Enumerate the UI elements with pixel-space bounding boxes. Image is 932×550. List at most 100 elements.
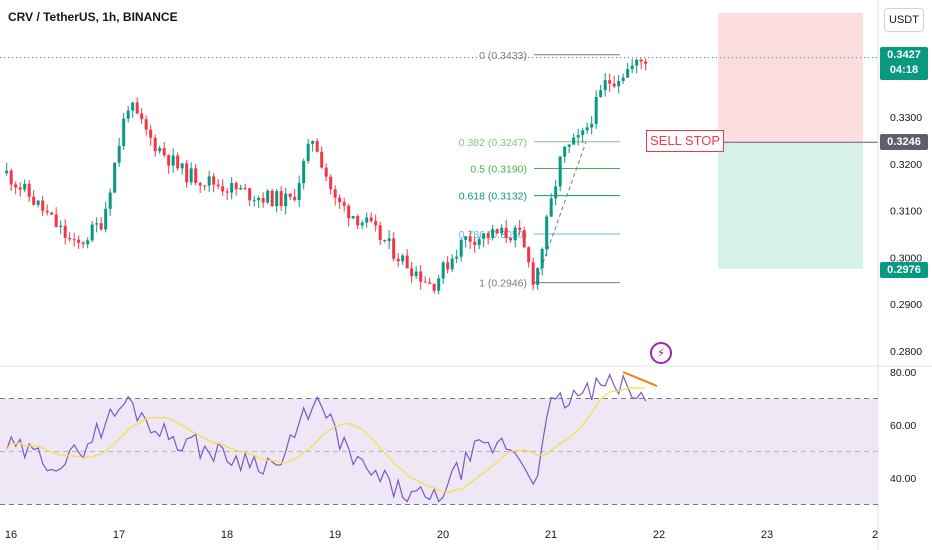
candle-up xyxy=(95,223,99,225)
candle-up xyxy=(122,118,126,147)
candle-up xyxy=(351,215,355,219)
take-profit-zone[interactable] xyxy=(718,142,863,269)
candle-down xyxy=(216,184,220,187)
target-price-tag: 0.2976 xyxy=(880,262,928,278)
candle-down xyxy=(612,83,616,87)
candle-down xyxy=(486,233,490,238)
fib-trend-line[interactable] xyxy=(535,141,587,283)
lightning-alert-icon[interactable]: ⚡ xyxy=(650,342,672,364)
candle-down xyxy=(369,217,373,222)
candle-down xyxy=(194,168,198,183)
stop-loss-zone[interactable] xyxy=(718,13,863,143)
candle-up xyxy=(617,80,621,87)
candle-down xyxy=(81,242,85,245)
rsi-axis-label: 40.00 xyxy=(890,473,916,485)
current-price-tag: 0.3427 04:18 xyxy=(880,47,928,80)
fib-level-label: 0 (0.3433) xyxy=(479,50,527,62)
candle-down xyxy=(9,170,13,185)
candle-up xyxy=(491,229,495,238)
candle-up xyxy=(387,238,391,242)
candle-down xyxy=(54,214,58,227)
rsi-axis-label: 80.00 xyxy=(890,367,916,379)
candle-down xyxy=(50,212,54,215)
candle-down xyxy=(162,148,166,156)
candle-up xyxy=(590,123,594,128)
candle-up xyxy=(621,77,625,81)
candle-up xyxy=(558,156,562,187)
rsi-ma-line xyxy=(6,386,646,493)
candle-up xyxy=(567,144,571,147)
time-axis-label: 23 xyxy=(761,529,773,541)
candle-up xyxy=(554,186,558,199)
rsi-divergence-line[interactable] xyxy=(622,371,658,387)
fib-level-label: 1 (0.2946) xyxy=(479,278,527,290)
candle-up xyxy=(459,239,463,257)
rsi-line xyxy=(6,372,647,503)
candle-down xyxy=(522,229,526,248)
candle-up xyxy=(297,183,301,201)
candle-down xyxy=(176,155,180,169)
candle-up xyxy=(450,258,454,270)
symbol-title[interactable]: CRV / TetherUS, 1h, BINANCE xyxy=(8,10,178,24)
candle-down xyxy=(531,262,535,285)
candle-down xyxy=(288,193,292,197)
price-axis-label: 0.3000 xyxy=(890,252,922,264)
candle-down xyxy=(140,113,144,120)
candle-up xyxy=(158,148,162,152)
candle-down xyxy=(509,237,513,241)
time-axis-label: 19 xyxy=(329,529,341,541)
candle-up xyxy=(549,198,553,217)
candle-up xyxy=(603,80,607,91)
candle-up xyxy=(23,183,27,190)
candle-down xyxy=(396,258,400,262)
candle-down xyxy=(315,140,319,152)
position-zones[interactable] xyxy=(718,13,878,269)
candle-down xyxy=(270,190,274,207)
candle-down xyxy=(279,191,283,207)
bar-countdown: 04:18 xyxy=(889,64,919,76)
candle-up xyxy=(437,278,441,291)
candle-up xyxy=(117,146,121,163)
candle-up xyxy=(252,200,256,202)
fibonacci-retracement[interactable]: 0 (0.3433) 0.382 (0.3247) 0.5 (0.3190) 0.61… xyxy=(459,50,620,290)
candle-up xyxy=(441,262,445,279)
candle-down xyxy=(423,281,427,283)
time-axis-label: 20 xyxy=(437,529,449,541)
candle-down xyxy=(185,163,189,183)
candle-up xyxy=(113,162,117,193)
candle-down xyxy=(644,61,648,64)
candle-up xyxy=(599,90,603,97)
candle-down xyxy=(518,227,522,230)
rsi-pane[interactable] xyxy=(0,371,878,505)
candle-up xyxy=(104,208,108,230)
candle-up xyxy=(189,168,193,183)
candle-down xyxy=(234,183,238,190)
candle-down xyxy=(338,197,342,203)
candle-down xyxy=(198,182,202,186)
candle-down xyxy=(446,262,450,270)
candle-up xyxy=(594,96,598,124)
candle-up xyxy=(306,143,310,162)
axes: 0.3300 0.3200 0.3100 0.3000 0.2900 0.2800 80.0… xyxy=(5,112,922,541)
candle-down xyxy=(221,186,225,192)
candle-up xyxy=(180,163,184,169)
candle-up xyxy=(563,146,567,157)
price-axis-label: 0.2900 xyxy=(890,299,922,311)
candle-up xyxy=(257,197,261,201)
candle-up xyxy=(401,255,405,262)
candle-up xyxy=(36,200,40,205)
candle-up xyxy=(630,65,634,70)
candlestick-series xyxy=(5,58,648,295)
candle-down xyxy=(135,102,139,114)
time-axis-label: 2 xyxy=(872,529,878,541)
candle-up xyxy=(626,69,630,78)
sell-stop-label[interactable]: SELL STOP xyxy=(646,130,725,152)
candle-down xyxy=(419,271,423,282)
candle-down xyxy=(356,215,360,226)
currency-button[interactable]: USDT xyxy=(884,8,924,32)
candle-down xyxy=(99,223,103,230)
candle-up xyxy=(108,192,112,209)
time-axis-label: 21 xyxy=(545,529,557,541)
candle-down xyxy=(32,196,36,205)
